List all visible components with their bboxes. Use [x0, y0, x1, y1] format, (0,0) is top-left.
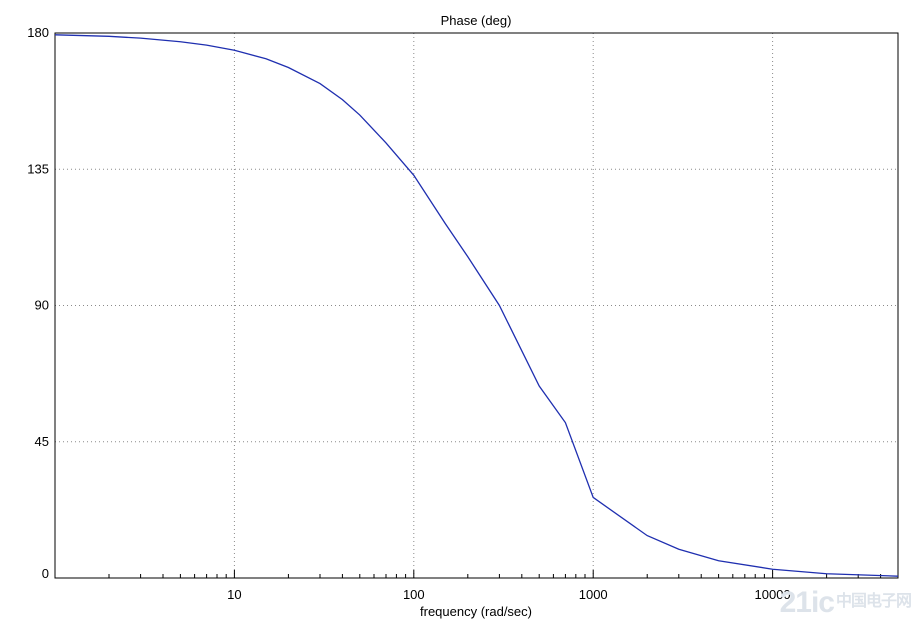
x-tick-labels: 10 100 1000 10000 — [227, 587, 791, 602]
plot-frame — [54, 32, 899, 579]
y-tick-labels: 0 45 90 135 180 — [27, 25, 49, 581]
x-tick-label: 10 — [227, 587, 241, 602]
series-group — [54, 34, 899, 577]
grid-lines — [55, 33, 898, 578]
x-tick-label: 100 — [403, 587, 425, 602]
x-tick-label: 1000 — [579, 587, 608, 602]
y-tick-label: 0 — [42, 566, 49, 581]
y-tick-label: 135 — [27, 161, 49, 176]
minor-ticks — [108, 570, 899, 578]
x-tick-label: 10000 — [755, 587, 791, 602]
phase-series-line — [54, 34, 899, 577]
x-axis-label: frequency (rad/sec) — [420, 604, 532, 619]
y-tick-label: 90 — [35, 298, 49, 313]
y-tick-label: 45 — [35, 434, 49, 449]
chart-title: Phase (deg) — [441, 13, 512, 28]
y-tick-label: 180 — [27, 25, 49, 40]
